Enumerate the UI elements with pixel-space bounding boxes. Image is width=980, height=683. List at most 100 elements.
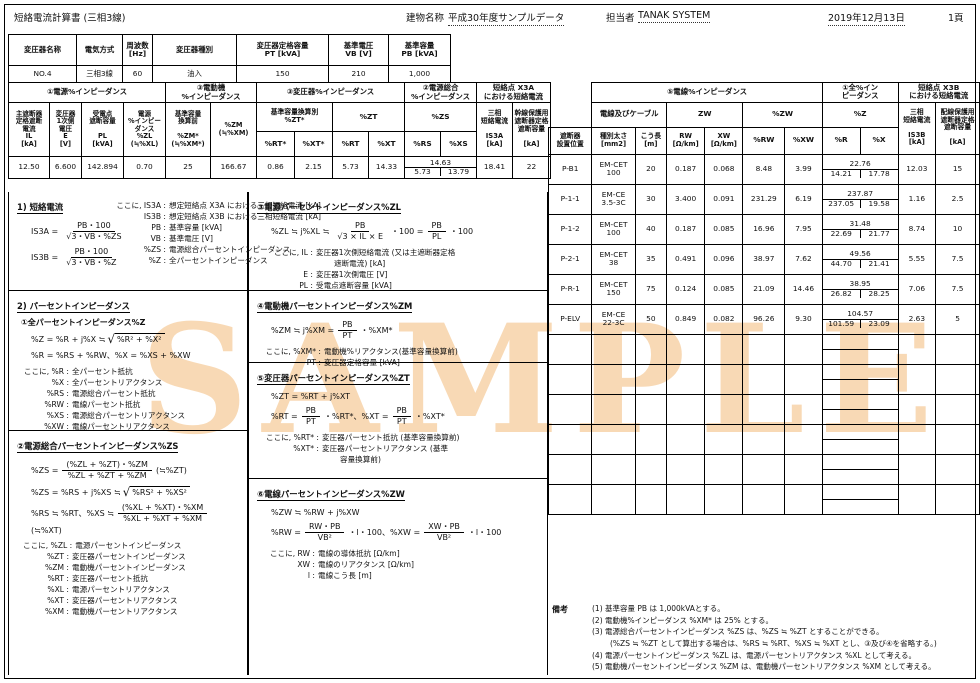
- table-row: P-1-2 EM-CET 100 40 0.187 0.085 16.96 7.9…: [547, 213, 980, 245]
- cell-zm-star: 25: [165, 156, 211, 179]
- note-item: (4) 電源パーセントインピーダンス %ZL は、電源パーセントリアクタンス %…: [592, 650, 917, 660]
- cell-rw: [666, 453, 706, 485]
- cell-prw: [742, 363, 786, 395]
- th-pr: %R: [821, 126, 861, 155]
- cell-pr: 44.70: [830, 258, 852, 268]
- table-row: P-ELV EM-CE 22-3C 50 0.849 0.082 96.26 9.…: [547, 303, 980, 335]
- cell-cable: EM-CE 3.5-3C: [591, 183, 636, 215]
- cell-is3b: 8.74: [897, 213, 937, 245]
- th-motor-before-conversion: 基準容量 換算前 %ZM* (≒%XM*): [165, 102, 211, 157]
- cell-prw: 96.26: [742, 303, 786, 335]
- section-title: 2) パーセントインピーダンス: [17, 301, 130, 313]
- cell-pr: 26.82: [830, 288, 852, 298]
- table-row: [547, 453, 980, 485]
- th-transformer-before-conversion: 基準容量換算別 %ZT*: [256, 102, 333, 132]
- formula-rs-xs: %RS ≒ %RT、%XS ≒ (%XL + %XT)・%XM %XL + %XT…: [31, 503, 241, 535]
- cell-rw: [666, 333, 706, 365]
- cell-breaker: 10: [935, 213, 980, 245]
- th-transformer-zt: %ZT: [332, 102, 405, 132]
- subsection-title-total-z: ①全パーセントインピーダンス%Z: [21, 318, 146, 327]
- cell-is3b: [897, 483, 937, 515]
- sub-header-row: 主遮断器 定格遮断 電流 IL [kA] 変圧器 1次側 電圧 E [V] 受電点 遮断容量 PL[…: [8, 102, 551, 157]
- table-row: [547, 363, 980, 395]
- th-pxw: %XW: [784, 126, 823, 155]
- formula-is3a: IS3A = PB・100 √3・VB・%ZS: [31, 221, 122, 241]
- note-item: (1) 基準容量 PB は 1,000kVAとする。: [592, 604, 725, 613]
- cell-length: [634, 483, 668, 515]
- cell-rw: 0.849: [666, 303, 706, 335]
- cell-xw: [704, 483, 744, 515]
- cell-cable: EM-CET 100: [591, 213, 636, 245]
- cell-length: [634, 393, 668, 425]
- cell-is3b: 12.03: [897, 153, 937, 185]
- page-number: 1頁: [948, 13, 964, 24]
- cell-breaker: 2.5: [935, 183, 980, 215]
- cell-is3b: 1.16: [897, 183, 937, 215]
- cell-rw: [666, 483, 706, 515]
- cell-length: 20: [634, 153, 668, 185]
- cell-prw: 231.29: [742, 183, 786, 215]
- cell-pxw: 7.62: [784, 243, 823, 275]
- cell-cable: EM-CET 150: [591, 273, 636, 305]
- cell-position: [547, 333, 593, 365]
- th-rt: %RT: [332, 131, 369, 157]
- cell-il: 12.50: [8, 156, 50, 179]
- cell-px: 23.09: [868, 318, 890, 328]
- th-group-total-impedance: ①全%イン ピーダンス: [821, 82, 899, 103]
- cell-position: P-ELV: [547, 303, 593, 335]
- middle-formula-panel: ③電源パーセントインピーダンス%ZL %ZL ≒ j%XL ≒ PB √3 × I…: [248, 192, 548, 675]
- th-rt-star: %RT*: [256, 131, 295, 157]
- cell-transformer-type: 油入: [152, 65, 237, 83]
- formula-zt: %ZT = %RT + j%XT: [271, 392, 351, 401]
- cell-pz-combo: [821, 393, 899, 425]
- formula-zl: %ZL ≒ j%XL ≒ PB √3 × IL × E ・100 = PB PL ・…: [271, 221, 474, 241]
- section-short-circuit-current: 1) 短絡電流 IS3A = PB・100 √3・VB・%ZS IS3B = PB…: [9, 192, 247, 290]
- cell-xw: 0.096: [704, 243, 744, 275]
- cell-xs: 13.79: [447, 167, 470, 176]
- cell-pr: 14.21: [830, 168, 852, 178]
- section-title: ④電動機パーセントインピーダンス%ZM: [257, 301, 413, 313]
- building-name: 平成30年度サンプルデータ: [448, 10, 565, 26]
- cell-pxw: 6.19: [784, 183, 823, 215]
- cell-cable: [591, 333, 636, 365]
- document-title: 短絡電流計算書 (三相3線): [14, 13, 126, 24]
- cell-xw: [704, 453, 744, 485]
- cell-cable: [591, 423, 636, 455]
- section-title: ③電源パーセントインピーダンス%ZL: [257, 202, 401, 214]
- cell-is3b: [897, 453, 937, 485]
- cell-pr: 237.05: [828, 198, 855, 208]
- cell-length: 40: [634, 213, 668, 245]
- cell-px: 19.58: [868, 198, 890, 208]
- cell-pr: 22.69: [830, 228, 852, 238]
- table-row: [547, 483, 980, 515]
- cell-cable: [591, 363, 636, 395]
- section-transformer-percent-impedance: ⑤変圧器パーセントインピーダンス%ZT %ZT = %RT + j%XT %RT…: [249, 362, 547, 478]
- sub-header-row: 電線及びケーブル ZW %ZW %Z 三相 短絡電流 IS3B [kA] 配線保護用遮…: [549, 101, 980, 155]
- table-row: P-R-1 EM-CET 150 75 0.124 0.085 21.09 14.…: [547, 273, 980, 305]
- cell-pl: 142.894: [81, 156, 124, 179]
- legend-zl: ここに, IL : 変圧器1次側短絡電流 (又は主遮断器定格 遮断電流) [kA]…: [273, 248, 456, 290]
- cell-position: [547, 363, 593, 395]
- section-source-percent-impedance: ③電源パーセントインピーダンス%ZL %ZL ≒ j%XL ≒ PB √3 × I…: [249, 192, 547, 290]
- cell-position: [547, 453, 593, 485]
- cell-xw: 0.082: [704, 303, 744, 335]
- cell-breaker: 7.5: [935, 273, 980, 305]
- th-xt: %XT: [368, 131, 405, 157]
- cell-px: 21.77: [868, 228, 890, 238]
- source-impedance-table: ①電源%インピーダンス ③電動機 %インピーダンス ③変圧器%インピーダンス ②電…: [8, 82, 551, 179]
- formula-rw-xw: %RW = RW・PB VB² ・l・100、%XW = XW・PB VB² ・l・…: [271, 522, 502, 542]
- table-header-row: 変圧器名称 電気方式 周波数 [Hz] 変圧器種別 変圧器定格容量 PT [kVA]…: [8, 34, 451, 66]
- cell-xw: [704, 333, 744, 365]
- formula-rt-xt: %RT = PB PT ・%RT*、%XT = PB PT ・%XT*: [271, 406, 445, 426]
- cell-prw: [742, 423, 786, 455]
- cell-breaker: [935, 423, 980, 455]
- th-px: %X: [859, 126, 899, 155]
- cell-e: 6.600: [49, 156, 82, 179]
- section-title: 1) 短絡電流: [17, 202, 64, 214]
- cell-pz: 31.48: [849, 219, 871, 229]
- cell-prw: 8.48: [742, 153, 786, 185]
- cell-zs-combo: 14.63 5.73 13.79: [404, 156, 477, 179]
- cell-zm: 166.67: [210, 156, 257, 179]
- cell-pz-combo: [821, 363, 899, 395]
